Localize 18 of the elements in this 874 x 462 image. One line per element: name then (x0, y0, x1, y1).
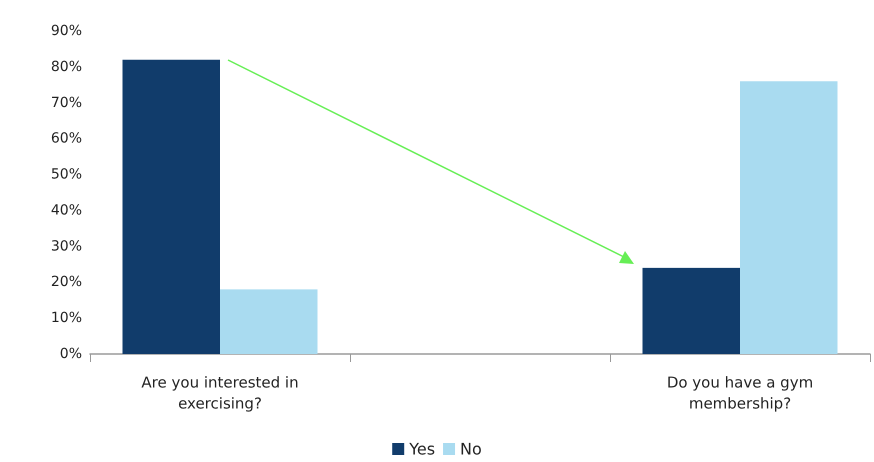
legend-label: Yes (408, 440, 436, 458)
bar (122, 60, 220, 354)
bar (220, 289, 318, 354)
bar (642, 268, 740, 354)
y-tick-label: 10% (50, 310, 82, 326)
y-tick-label: 20% (50, 274, 82, 290)
y-tick-label: 40% (50, 202, 82, 218)
y-tick-label: 50% (50, 166, 82, 183)
bar (740, 81, 838, 354)
y-tick-label: 60% (50, 130, 82, 147)
y-tick-label: 30% (50, 238, 82, 254)
legend-label: No (460, 440, 482, 458)
y-tick-label: 0% (60, 346, 82, 362)
x-tick-label: Are you interested in exercising? (141, 374, 299, 412)
x-tick-label: Do you have a gym membership? (666, 374, 814, 412)
y-tick-label: 70% (50, 94, 82, 111)
y-tick-label: 80% (50, 58, 82, 75)
y-tick-label: 90% (50, 23, 82, 39)
